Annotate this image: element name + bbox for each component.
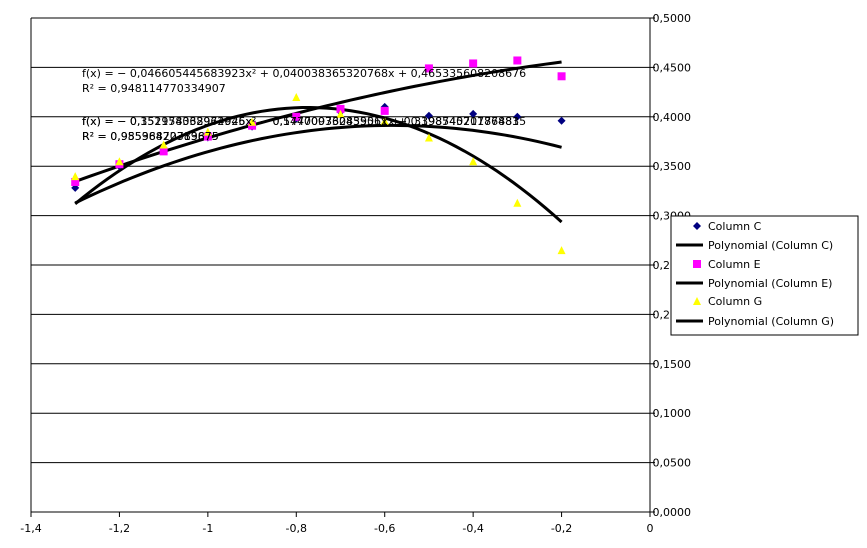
x-tick-label: -0,8 (286, 522, 307, 535)
point-triangle (336, 109, 345, 118)
point-square (203, 132, 212, 141)
legend-label: Column G (708, 295, 762, 308)
point-square (557, 72, 566, 81)
trendline-1 (74, 123, 562, 205)
point-triangle (115, 157, 124, 166)
x-tick-label: -0,4 (462, 522, 483, 535)
point-square (424, 64, 433, 73)
point-square (292, 112, 301, 121)
equation-3: f(x) = − 0,351978062974025x² − 0,5447093… (82, 115, 526, 128)
point-triangle (469, 157, 478, 166)
x-tick-label: -0,6 (374, 522, 395, 535)
legend-item-polynomial-column-c: Polynomial (Column C) (676, 239, 833, 252)
point-triangle (424, 133, 433, 142)
point-triangle (292, 93, 301, 102)
legend-label: Polynomial (Column G) (708, 315, 834, 328)
point-triangle (159, 140, 168, 149)
point-diamond (424, 111, 433, 120)
y-tick-label: 0,4000 (653, 111, 692, 124)
point-square (159, 147, 168, 156)
trendline-3 (74, 105, 563, 224)
point-triangle (248, 117, 257, 126)
legend-marker-square (693, 260, 701, 268)
trendline-equations: f(x) = − 0,046605445683923x² + 0,0400383… (82, 67, 526, 143)
data-points (71, 56, 566, 255)
y-tick-label: 0,0000 (653, 506, 692, 519)
y-tick-label: 0,5000 (653, 12, 692, 25)
point-diamond (557, 116, 566, 125)
point-triangle (557, 246, 566, 255)
y-tick-label: 0,0500 (653, 457, 692, 470)
point-diamond (469, 109, 478, 118)
legend-label: Polynomial (Column E) (708, 277, 832, 290)
y-tick-label: 0,1500 (653, 358, 692, 371)
r-squared-3: R² = 0,95596870389675 (82, 130, 219, 143)
legend-box (670, 215, 859, 336)
x-tick-label: -1,2 (109, 522, 130, 535)
point-triangle (513, 198, 522, 207)
y-tick-label: 0,3500 (653, 160, 692, 173)
x-tick-label: -1 (202, 522, 213, 535)
point-square (336, 104, 345, 113)
point-square (469, 59, 478, 68)
point-triangle (203, 127, 212, 136)
x-tick-label: 0 (647, 522, 654, 535)
legend-label: Polynomial (Column C) (708, 239, 833, 252)
equation-2: f(x) = − 0,152154338962946x² − 0,1770007… (82, 115, 519, 128)
legend-label: Column C (708, 220, 762, 233)
legend-item-polynomial-column-e: Polynomial (Column E) (676, 277, 832, 290)
y-tick-label: 0,1000 (653, 407, 692, 420)
legend-label: Column E (708, 258, 761, 271)
legend: Column C Polynomial (Column C) Column E … (670, 215, 859, 336)
point-square (71, 178, 80, 187)
point-triangle (380, 116, 389, 125)
y-tick-label: 0,4500 (653, 61, 692, 74)
point-square (513, 56, 522, 65)
legend-item-column-c: Column C (693, 220, 762, 233)
x-tick-label: -1,4 (20, 522, 41, 535)
r-squared-1: R² = 0,948114770334907 (82, 82, 226, 95)
legend-marker-triangle (693, 297, 701, 305)
x-axis-ticks: -1,4 -1,2 -1 -0,8 -0,6 -0,4 -0,2 0 (20, 512, 654, 535)
point-triangle (71, 172, 80, 181)
grid (31, 17, 650, 513)
equation-1: f(x) = − 0,046605445683923x² + 0,0400383… (82, 67, 526, 80)
legend-item-column-e: Column E (693, 258, 761, 271)
point-diamond (513, 112, 522, 121)
legend-item-polynomial-column-g: Polynomial (Column G) (676, 315, 834, 328)
trendlines (74, 60, 563, 224)
x-tick-label: -0,2 (551, 522, 572, 535)
legend-item-column-g: Column G (693, 295, 762, 308)
r-squared-2: R² = 0,98538422713875 (82, 130, 219, 143)
legend-marker-diamond (693, 222, 701, 230)
point-square (380, 106, 389, 115)
